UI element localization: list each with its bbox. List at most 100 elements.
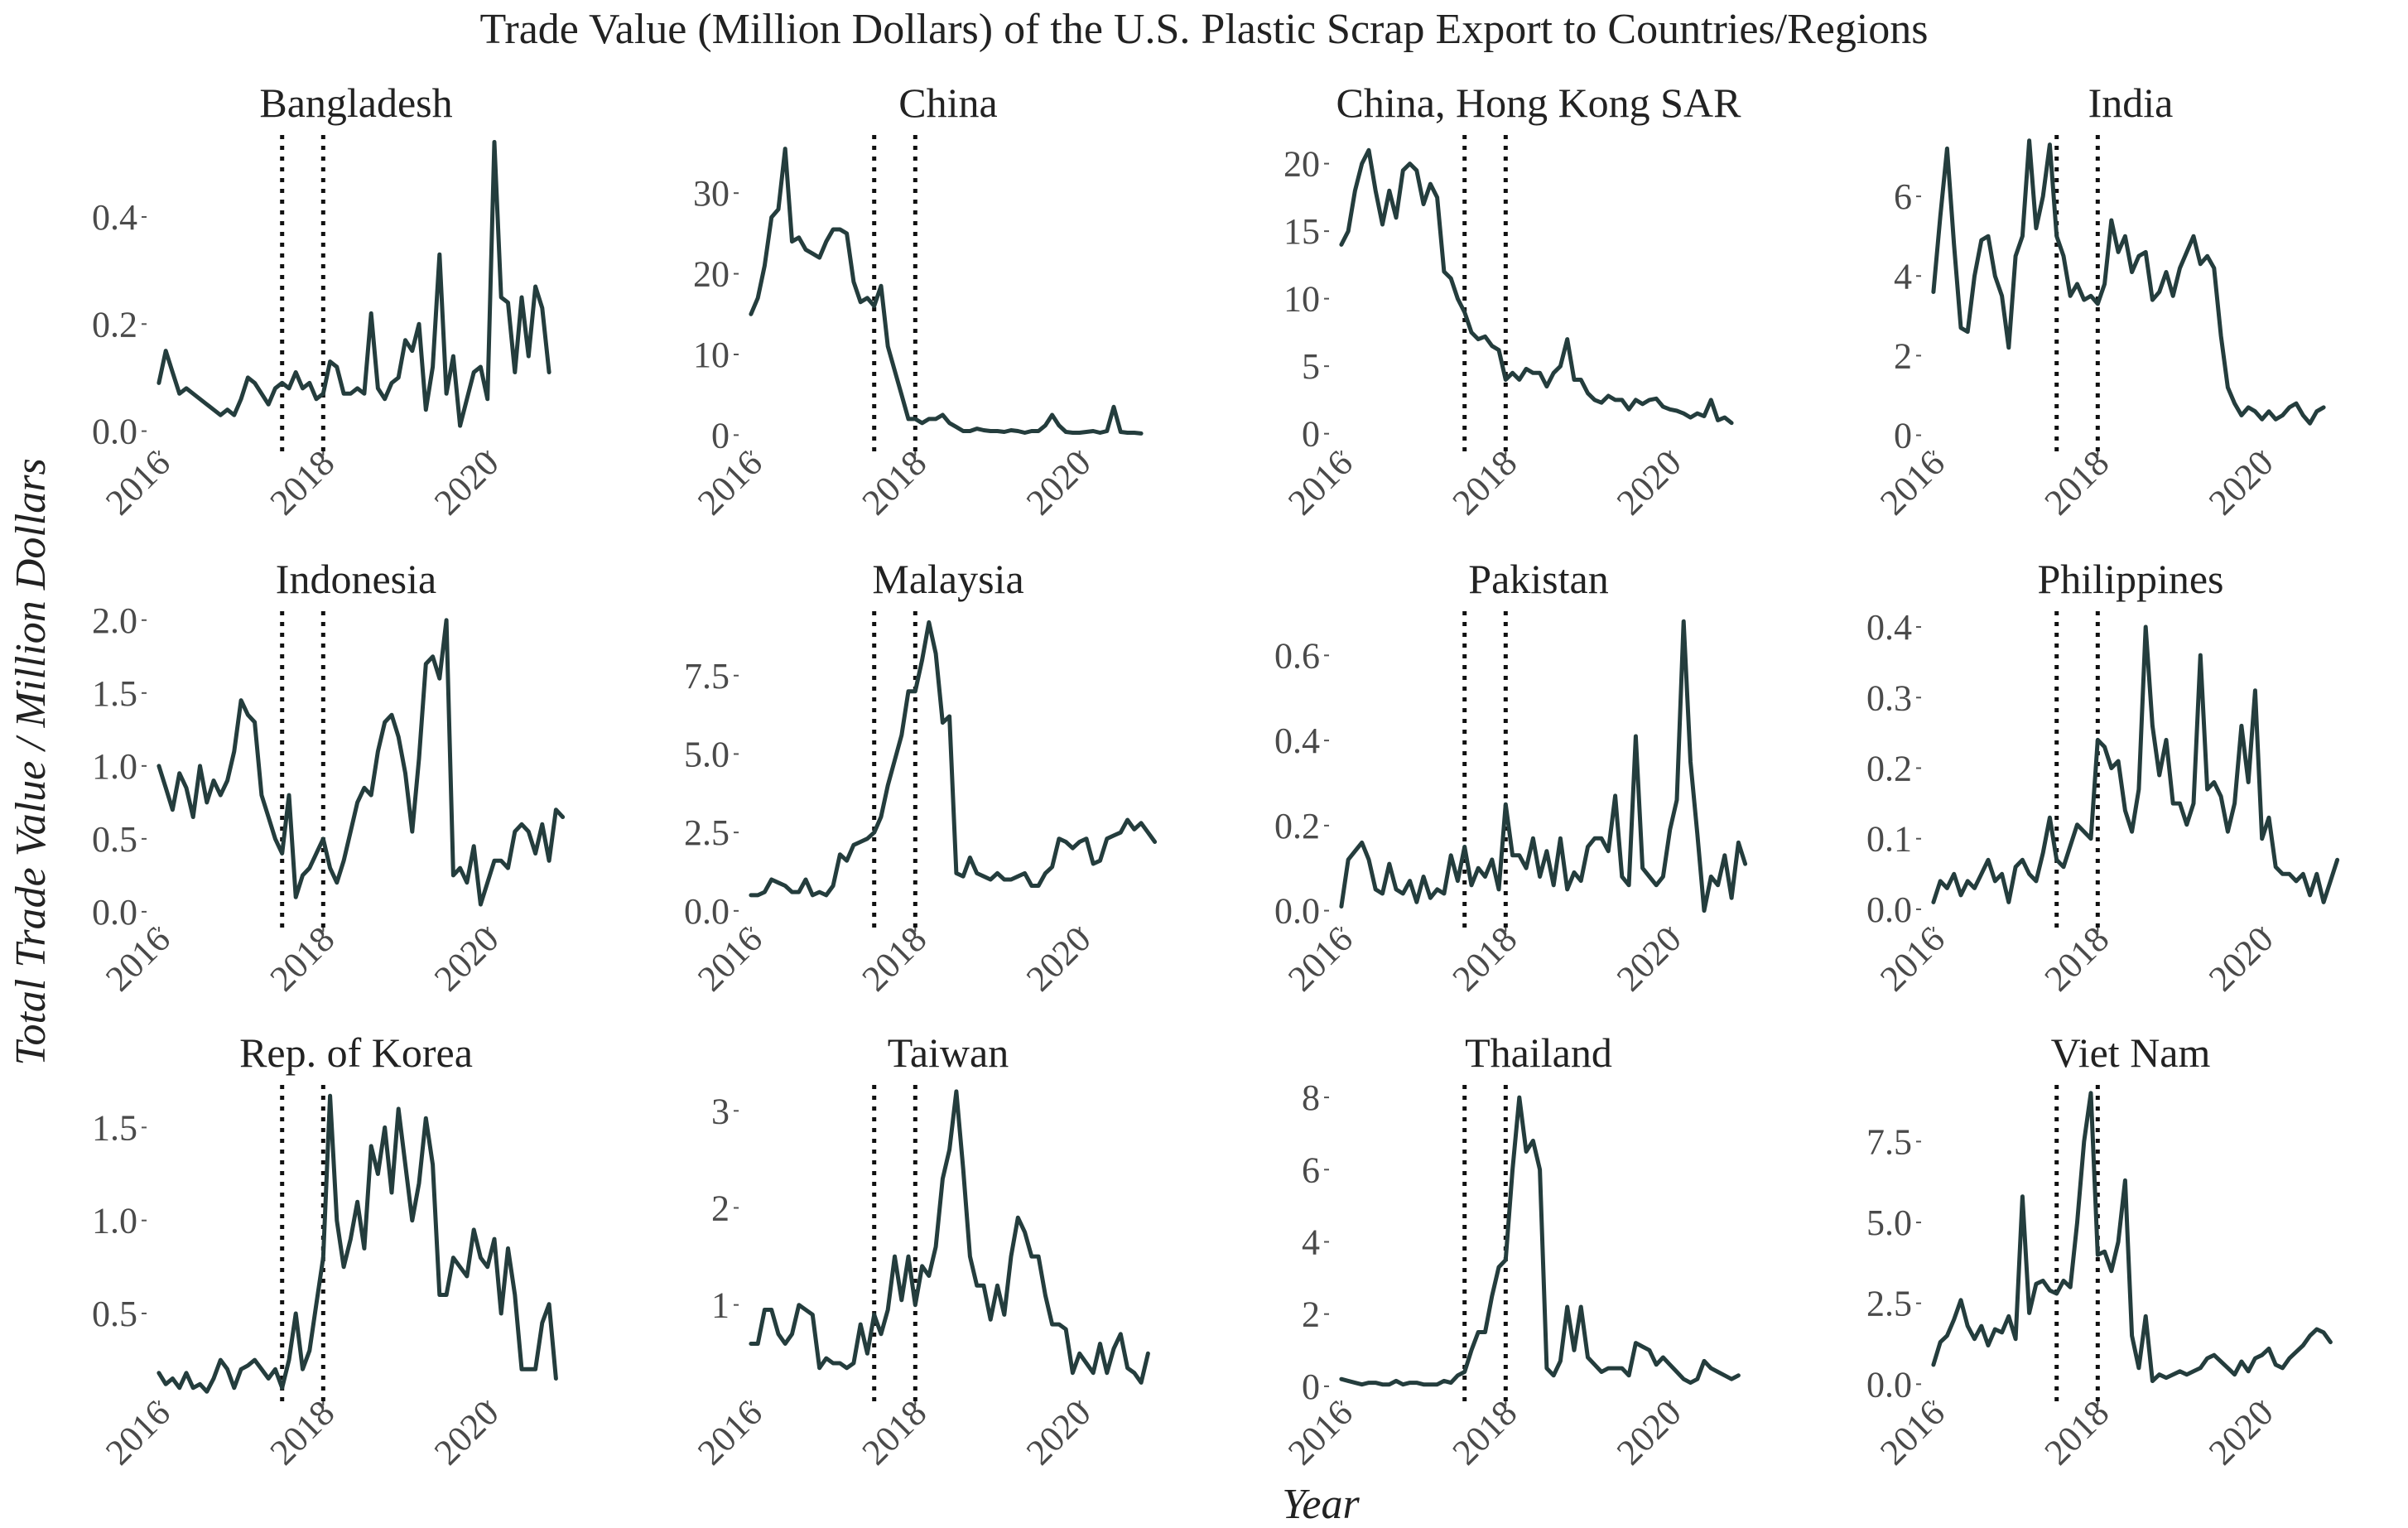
x-tick-label: 2020: [426, 1392, 507, 1473]
panel-title: Thailand: [1465, 1029, 1612, 1076]
y-tick-label: 0.5: [92, 819, 137, 860]
x-tick-label: 2020: [426, 918, 507, 999]
y-tick-label: 30: [693, 173, 730, 214]
y-tick-label: 0.0: [684, 891, 730, 932]
y-tick-label: 0: [1302, 414, 1320, 455]
x-tick-label: 2020: [1019, 442, 1099, 523]
x-tick-label: 2016: [98, 1392, 178, 1473]
x-tick-label: 2018: [1445, 918, 1525, 999]
x-tick-label: 2020: [1019, 1392, 1099, 1473]
y-tick-label: 0.1: [1866, 819, 1912, 860]
series-line: [1931, 624, 2340, 904]
x-tick-label: 2020: [2201, 1392, 2281, 1473]
y-tick-label: 2.5: [684, 812, 730, 853]
series-line: [157, 140, 551, 428]
x-tick-label: 2018: [262, 442, 343, 523]
y-tick-label: 4: [1894, 256, 1912, 296]
y-tick-label: 5.0: [684, 734, 730, 774]
x-tick-label: 2018: [1445, 442, 1525, 523]
x-tick-label: 2020: [2201, 442, 2281, 523]
panel-china: China 0 10 20 30 2016 2018 2020: [690, 80, 1144, 523]
y-tick-label: 15: [1283, 211, 1320, 252]
series-line: [749, 619, 1158, 898]
x-tick-label: 2016: [1872, 442, 1953, 523]
series-line: [157, 618, 566, 907]
panel-bangladesh: Bangladesh 0.0 0.2 0.4 2016 2018 2020: [92, 80, 551, 523]
chart-title: Trade Value (Million Dollars) of the U.S…: [479, 6, 1928, 53]
x-tick-label: 2018: [855, 1392, 935, 1473]
y-tick-label: 6: [1302, 1150, 1320, 1190]
x-tick-label: 2016: [1280, 1392, 1361, 1473]
x-tick-label: 2018: [2037, 442, 2117, 523]
panel-title: Rep. of Korea: [239, 1029, 473, 1076]
panel-india: India 0 2 4 6 2016 2018 2020: [1872, 80, 2326, 523]
series-line: [1339, 147, 1734, 426]
x-axis-label: Year: [1282, 1481, 1360, 1528]
y-tick-label: 20: [693, 254, 730, 295]
series-line: [1339, 619, 1748, 913]
panel-title: Viet Nam: [2051, 1029, 2211, 1076]
series-line: [749, 147, 1144, 436]
y-tick-label: 0.3: [1866, 677, 1912, 718]
y-tick-label: 4: [1302, 1222, 1320, 1263]
x-tick-label: 2020: [1609, 442, 1689, 523]
y-tick-label: 0.0: [1866, 1364, 1912, 1405]
x-tick-label: 2020: [1019, 918, 1099, 999]
y-tick-label: 0.5: [92, 1294, 137, 1334]
panel-title: Pakistan: [1468, 556, 1608, 602]
y-tick-label: 0.2: [1274, 806, 1320, 846]
panel-title: Taiwan: [888, 1029, 1009, 1076]
panel-taiwan: Taiwan 1 2 3 2016 2018 2020: [690, 1029, 1150, 1473]
panel-title: Philippines: [2037, 556, 2223, 602]
y-tick-label: 1.5: [92, 1107, 137, 1148]
y-tick-label: 10: [1283, 279, 1320, 320]
y-tick-label: 5: [1302, 346, 1320, 387]
series-line: [1339, 1095, 1741, 1387]
y-tick-label: 1.0: [92, 746, 137, 787]
y-tick-label: 0.0: [1866, 889, 1912, 930]
panel-title: China: [898, 80, 997, 126]
panel-philippines: Philippines 0.0 0.1 0.2 0.3 0.4 2016 2018 2020: [1866, 556, 2340, 999]
panel-title: Bangladesh: [259, 80, 452, 126]
y-tick-label: 6: [1894, 176, 1912, 217]
series-line: [749, 1089, 1150, 1385]
x-tick-label: 2018: [2037, 918, 2117, 999]
y-tick-label: 0.4: [1274, 721, 1320, 761]
series-line: [157, 1093, 558, 1394]
y-tick-label: 2: [1302, 1294, 1320, 1335]
x-tick-label: 2020: [2201, 918, 2281, 999]
y-tick-label: 1.0: [92, 1201, 137, 1241]
y-tick-label: 0.6: [1274, 635, 1320, 676]
y-tick-label: 0.4: [92, 197, 137, 238]
series-line: [1931, 1091, 2333, 1383]
x-tick-label: 2018: [262, 1392, 343, 1473]
y-tick-label: 7.5: [684, 656, 730, 697]
panel-title: Malaysia: [872, 556, 1023, 602]
x-tick-label: 2020: [426, 442, 507, 523]
y-tick-label: 3: [711, 1091, 730, 1131]
y-axis-label: Total Trade Value / Million Dollars: [7, 458, 55, 1065]
y-tick-label: 0.2: [92, 304, 137, 345]
x-tick-label: 2016: [690, 442, 770, 523]
x-tick-label: 2016: [98, 442, 178, 523]
y-tick-label: 0.0: [1274, 891, 1320, 932]
panel-rep-of-korea: Rep. of Korea 0.5 1.0 1.5 2016 2018 2020: [92, 1029, 558, 1473]
y-tick-label: 2: [711, 1188, 730, 1228]
y-tick-label: 2: [1894, 335, 1912, 376]
y-tick-label: 20: [1283, 144, 1320, 185]
y-tick-label: 2.5: [1866, 1284, 1912, 1324]
series-line: [1931, 138, 2326, 426]
x-tick-label: 2018: [1445, 1392, 1525, 1473]
x-tick-label: 2016: [1280, 442, 1361, 523]
y-tick-label: 7.5: [1866, 1121, 1912, 1162]
y-tick-label: 0.2: [1866, 749, 1912, 789]
panel-title: China, Hong Kong SAR: [1336, 80, 1742, 126]
panel-china-hong-kong-sar: China, Hong Kong SAR 0 5 10 15 20 2016 2018 2020: [1280, 80, 1741, 523]
y-tick-label: 8: [1302, 1077, 1320, 1118]
y-tick-label: 1.5: [92, 673, 137, 714]
panel-title: India: [2088, 80, 2174, 126]
x-tick-label: 2016: [690, 1392, 770, 1473]
